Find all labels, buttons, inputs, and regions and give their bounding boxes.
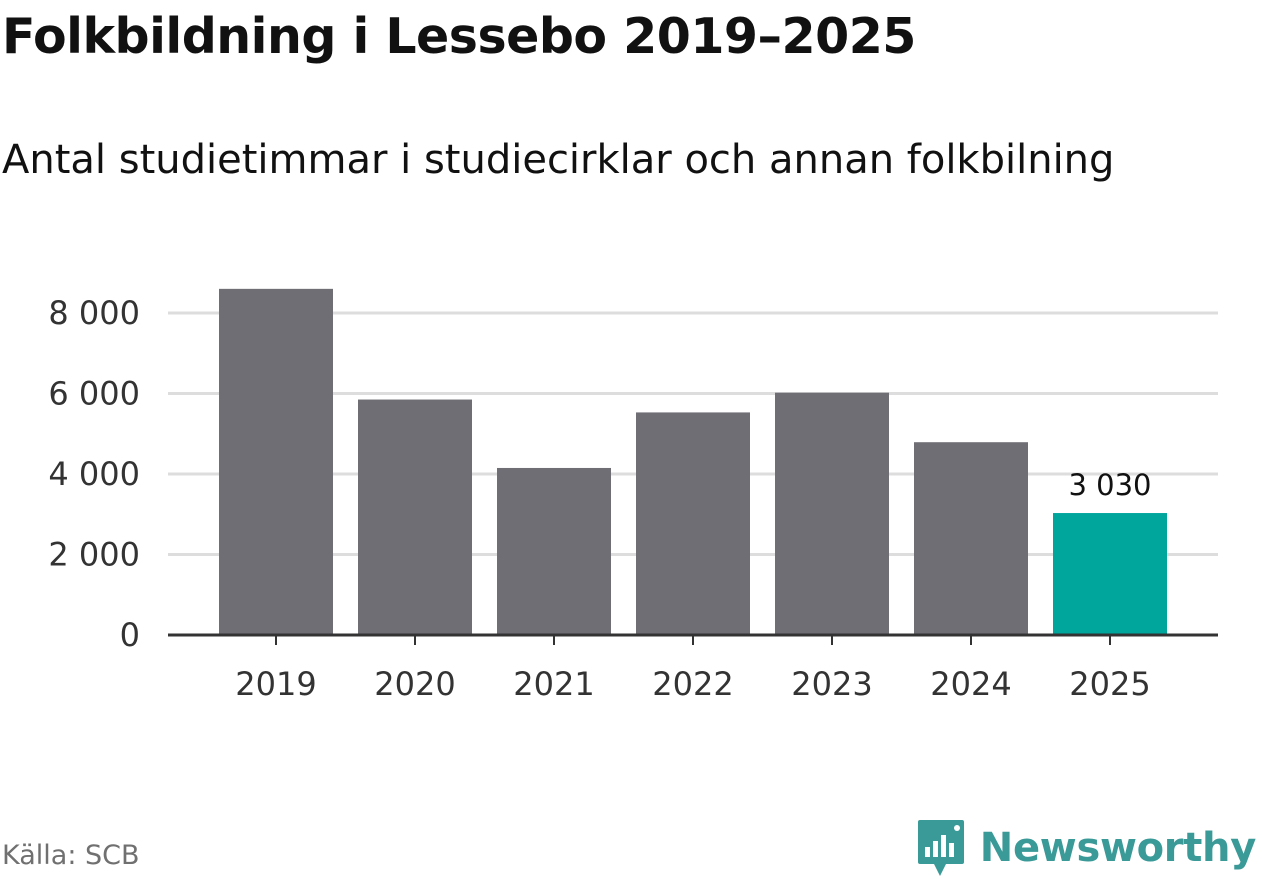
bar-2022 bbox=[636, 412, 750, 635]
x-tick-label: 2025 bbox=[1069, 665, 1150, 703]
x-tick-label: 2019 bbox=[235, 665, 316, 703]
bar-2024 bbox=[914, 442, 1028, 635]
x-tick-label: 2024 bbox=[930, 665, 1011, 703]
chart-subtitle: Antal studietimmar i studiecirklar och a… bbox=[2, 137, 1115, 183]
brand-name: Newsworthy bbox=[979, 825, 1257, 871]
y-tick-label: 4 000 bbox=[48, 455, 140, 493]
bar-2025 bbox=[1053, 513, 1167, 635]
x-tick-label: 2022 bbox=[652, 665, 733, 703]
y-tick-label: 2 000 bbox=[48, 536, 140, 574]
x-tick-label: 2023 bbox=[791, 665, 872, 703]
data-label: 3 030 bbox=[1068, 468, 1151, 502]
y-tick-label: 0 bbox=[120, 616, 140, 654]
source-note: Källa: SCB bbox=[2, 840, 140, 871]
chart-title: Folkbildning i Lessebo 2019–2025 bbox=[2, 8, 916, 65]
newsworthy-logo-icon bbox=[917, 820, 964, 876]
brand-logo: Newsworthy bbox=[916, 818, 1256, 878]
bar-2020 bbox=[358, 399, 472, 635]
bar-2019 bbox=[219, 288, 333, 635]
x-tick-label: 2021 bbox=[513, 665, 594, 703]
bar-chart: 0 2 000 4 000 6 000 8 000 2019 2020 2021 2022 202… bbox=[48, 288, 1218, 703]
bar-2023 bbox=[775, 392, 889, 635]
bar-2021 bbox=[497, 467, 611, 635]
y-tick-label: 8 000 bbox=[48, 294, 140, 332]
x-tick-label: 2020 bbox=[374, 665, 455, 703]
y-tick-label: 6 000 bbox=[48, 375, 140, 413]
